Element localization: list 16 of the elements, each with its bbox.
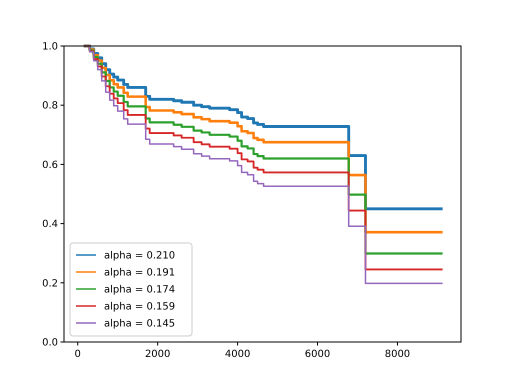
legend-label: alpha = 0.191 [104,268,176,278]
legend-label: alpha = 0.174 [104,284,176,296]
x-tick-label: 8000 [384,349,410,360]
legend-label: alpha = 0.159 [104,302,176,312]
legend-label: alpha = 0.145 [104,318,176,330]
y-tick-label: 0.8 [42,100,58,112]
y-tick-label: 0.4 [42,219,58,230]
x-tick-label: 6000 [304,349,330,360]
y-tick-label: 0.2 [42,278,58,290]
y-tick-label: 1.0 [42,42,58,52]
x-tick-label: 4000 [224,349,250,360]
x-tick-label: 0 [74,349,81,360]
y-tick-label: 0.6 [42,160,58,171]
legend-label: alpha = 0.210 [104,250,176,262]
y-tick-label: 0.0 [42,338,58,348]
x-tick-label: 2000 [144,349,170,360]
